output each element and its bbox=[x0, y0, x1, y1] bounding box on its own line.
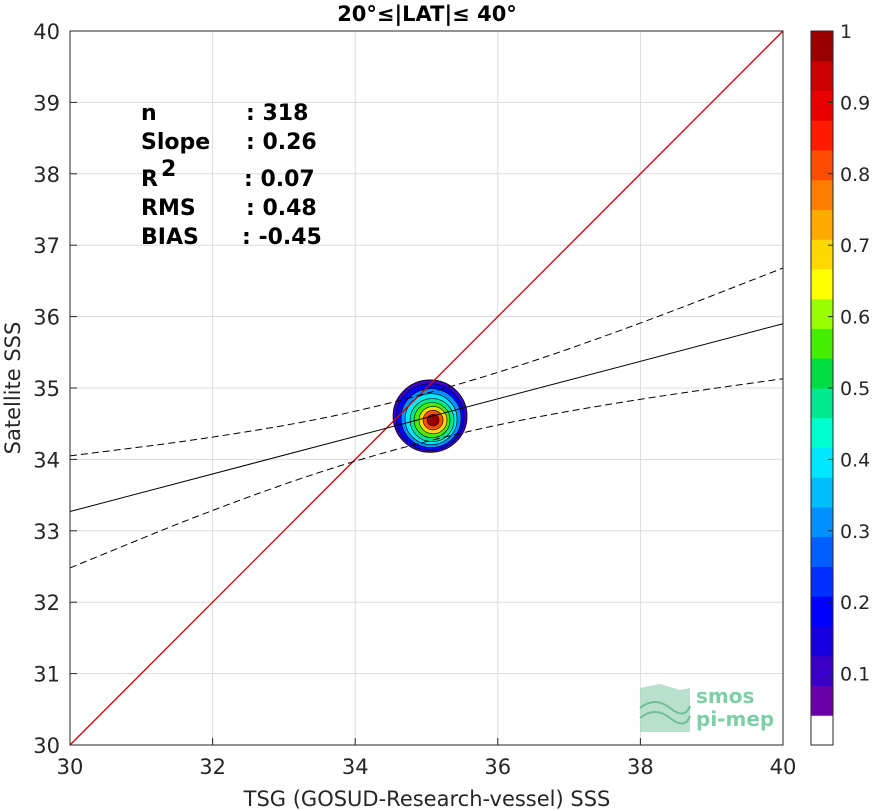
logo-line2: pi-mep bbox=[696, 707, 774, 731]
stat-label: n bbox=[141, 101, 157, 126]
identity-line bbox=[69, 30, 784, 746]
logo-waves bbox=[639, 701, 691, 725]
colorbar-swatch bbox=[811, 536, 833, 567]
x-tick-label: 38 bbox=[627, 755, 654, 779]
colorbar-swatch bbox=[811, 477, 833, 508]
colorbar-tick-label: 0.4 bbox=[840, 449, 870, 471]
plot-area bbox=[69, 30, 784, 746]
colorbar-swatch bbox=[811, 298, 833, 329]
fit-lines bbox=[69, 30, 784, 746]
logo-graphic bbox=[640, 684, 690, 732]
y-tick-label: 36 bbox=[33, 306, 60, 330]
colorbar-tick-label: 0.1 bbox=[840, 664, 870, 686]
grid bbox=[69, 30, 784, 746]
x-axis-label: TSG (GOSUD-Research-vessel) SSS bbox=[243, 787, 611, 811]
colorbar-swatch bbox=[811, 358, 833, 389]
stat-value: : -0.45 bbox=[242, 225, 322, 250]
x-tick-label: 32 bbox=[199, 755, 226, 779]
colorbar-swatch bbox=[811, 150, 833, 181]
colorbar-swatch bbox=[811, 507, 833, 538]
y-tick-label: 37 bbox=[33, 234, 60, 258]
stat-value: : 0.26 bbox=[246, 130, 317, 155]
chart-title: 20°≤|LAT|≤ 40° bbox=[337, 2, 517, 27]
stat-label: Slope bbox=[141, 130, 210, 155]
stat-label: BIAS bbox=[141, 225, 199, 250]
stat-value: : 0.48 bbox=[246, 196, 317, 221]
y-tick-label: 33 bbox=[33, 520, 60, 544]
confidence-lower-line bbox=[69, 378, 784, 569]
colorbar-tick-label: 0.8 bbox=[840, 164, 870, 186]
colorbar-swatch bbox=[811, 566, 833, 597]
colorbar-swatch bbox=[811, 685, 833, 716]
x-tick-label: 34 bbox=[342, 755, 369, 779]
colorbar-tick-label: 0.2 bbox=[840, 592, 870, 614]
colorbar-swatch bbox=[811, 239, 833, 270]
colorbar-swatch bbox=[811, 60, 833, 91]
y-axis-label: Satellite SSS bbox=[1, 322, 25, 455]
regression-line bbox=[69, 323, 784, 513]
colorbar-swatch bbox=[811, 90, 833, 121]
y-tick-label: 35 bbox=[33, 377, 60, 401]
logo-line1: smos bbox=[696, 684, 754, 708]
x-axis: 30 32 34 36 38 40 bbox=[57, 738, 797, 779]
x-tick-label: 36 bbox=[484, 755, 511, 779]
colorbar-swatch bbox=[811, 626, 833, 657]
stat-value: : 0.07 bbox=[244, 167, 315, 192]
colorbar-swatch bbox=[811, 655, 833, 686]
stat-superscript: 2 bbox=[161, 157, 176, 182]
colorbar-tick-label: 0.5 bbox=[840, 378, 870, 400]
y-tick-label: 34 bbox=[33, 448, 60, 472]
colorbar-swatch bbox=[811, 179, 833, 210]
confidence-upper-line bbox=[69, 267, 784, 457]
colorbar: 0.1 0.2 0.3 0.4 0.5 0.6 0.7 0.8 0.9 1 bbox=[810, 21, 870, 746]
x-tick-label: 40 bbox=[770, 755, 797, 779]
stat-value: : 318 bbox=[246, 101, 308, 126]
y-tick-label: 38 bbox=[33, 163, 60, 187]
colorbar-swatch bbox=[811, 120, 833, 151]
y-tick-label: 40 bbox=[33, 20, 60, 44]
colorbar-swatch bbox=[811, 31, 833, 62]
smos-pi-mep-logo: smos pi-mep bbox=[639, 684, 774, 732]
colorbar-swatch bbox=[811, 269, 833, 300]
colorbar-swatch bbox=[811, 209, 833, 240]
y-tick-label: 32 bbox=[33, 591, 60, 615]
colorbar-swatch bbox=[811, 596, 833, 627]
density-contours bbox=[392, 379, 468, 453]
stats-box: n : 318 Slope : 0.26 R 2 : 0.07 RMS : 0.48 BIAS : … bbox=[141, 101, 322, 250]
colorbar-swatch bbox=[811, 388, 833, 419]
stat-label: R bbox=[141, 167, 158, 192]
stat-label: RMS bbox=[141, 196, 196, 221]
colorbar-tick-label: 0.6 bbox=[840, 307, 870, 329]
y-axis: 30 31 32 33 34 35 36 37 38 39 40 bbox=[33, 20, 77, 758]
y-tick-label: 30 bbox=[33, 734, 60, 758]
colorbar-tick-label: 1 bbox=[840, 21, 852, 43]
colorbar-tick-label: 0.7 bbox=[840, 235, 870, 257]
colorbar-swatch bbox=[811, 417, 833, 448]
x-tick-label: 30 bbox=[57, 755, 84, 779]
colorbar-swatch bbox=[811, 447, 833, 478]
colorbar-tick-label: 0.9 bbox=[840, 92, 870, 114]
y-tick-label: 39 bbox=[33, 91, 60, 115]
y-tick-label: 31 bbox=[33, 663, 60, 687]
colorbar-swatch bbox=[811, 328, 833, 359]
colorbar-swatch bbox=[811, 715, 833, 746]
colorbar-tick-label: 0.3 bbox=[840, 521, 870, 543]
